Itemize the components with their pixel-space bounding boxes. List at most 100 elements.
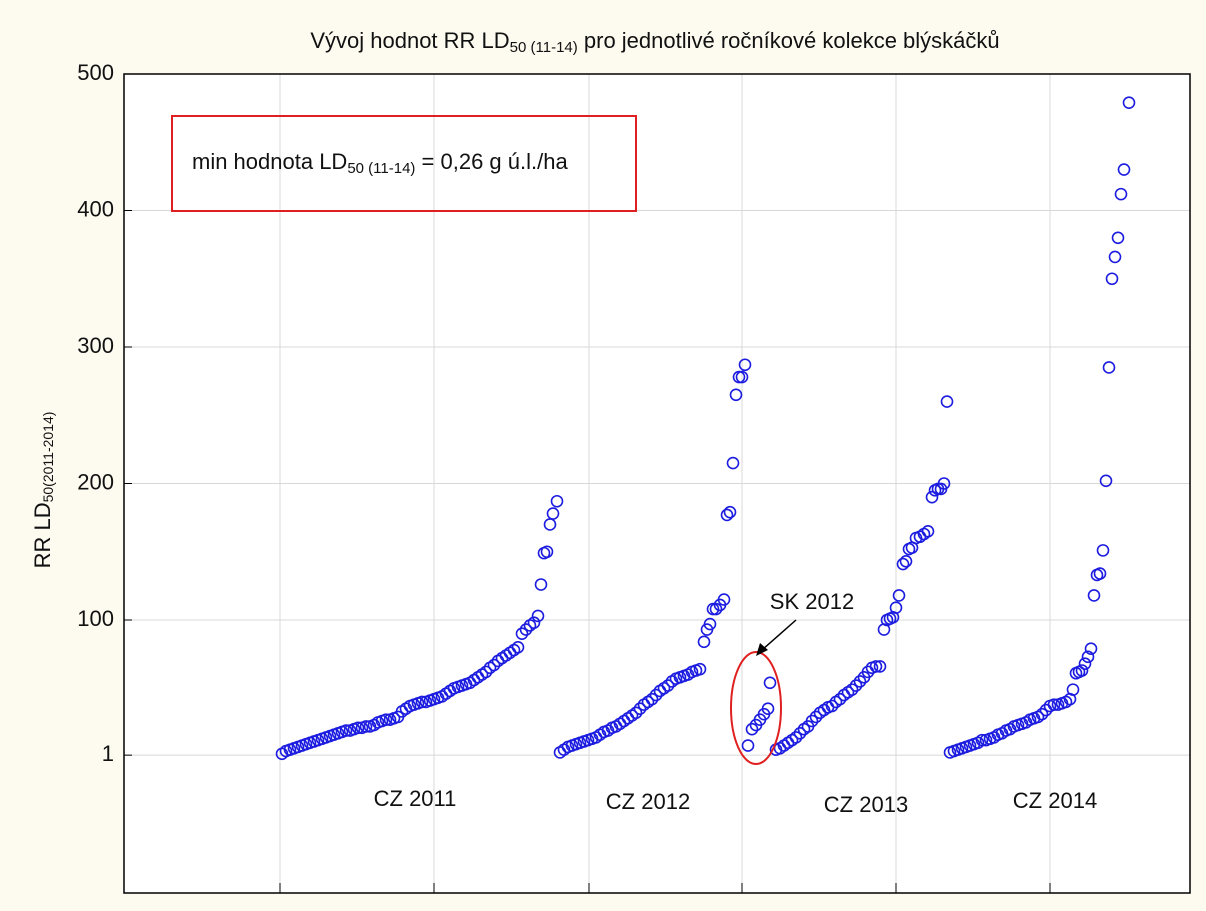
point	[869, 660, 883, 673]
point	[531, 609, 545, 623]
point	[1114, 187, 1128, 201]
point	[889, 601, 903, 615]
point	[937, 477, 951, 490]
annotation-box	[171, 115, 637, 212]
point	[738, 358, 752, 372]
point	[479, 665, 493, 679]
chart-title: Vývoj hodnot RR LD50 (11-14) pro jednotl…	[310, 28, 999, 56]
point	[1096, 544, 1110, 557]
highlight-ellipse	[730, 651, 782, 765]
point	[1105, 272, 1119, 286]
group-label: CZ 2012	[606, 789, 690, 814]
point	[1102, 361, 1116, 374]
point	[1084, 642, 1098, 655]
point	[1099, 474, 1113, 488]
point	[519, 623, 533, 636]
group-label: CZ 2013	[824, 792, 908, 817]
group-label: SK 2012	[770, 589, 854, 614]
point	[339, 724, 353, 737]
ylabel-subscript: 50(2011-2014)	[40, 412, 56, 503]
y-tick-label: 400	[77, 196, 114, 221]
point	[899, 555, 913, 568]
point	[697, 635, 711, 649]
point	[1111, 231, 1125, 245]
point	[546, 507, 560, 520]
point	[805, 714, 819, 728]
point	[763, 676, 777, 690]
title-part: pro jednotlivé ročníkové kolekce blýskáč…	[578, 28, 1000, 53]
group-label: CZ 2011	[374, 786, 457, 811]
point	[1117, 163, 1131, 176]
arrow-head	[756, 643, 768, 656]
plot-frame	[123, 73, 1191, 894]
title-part: Vývoj hodnot RR LD	[310, 28, 509, 53]
point	[1047, 698, 1061, 711]
point	[703, 617, 717, 631]
y-tick-label: 100	[77, 606, 114, 631]
point	[745, 722, 759, 736]
point	[1093, 567, 1107, 580]
y-tick-label: 500	[77, 60, 114, 85]
y-tick-label: 200	[77, 469, 114, 494]
point	[633, 702, 647, 716]
point	[629, 706, 643, 720]
point	[853, 675, 867, 688]
y-tick-label: 300	[77, 333, 114, 358]
point	[487, 658, 501, 672]
point	[793, 726, 807, 740]
y-axis-label: RR LD50(2011-2014)	[30, 412, 56, 569]
point	[1122, 96, 1136, 109]
box-subscript: 50 (11-14)	[347, 160, 415, 177]
point	[1081, 650, 1095, 664]
point	[741, 739, 755, 752]
point	[735, 370, 749, 384]
group-label: CZ 2014	[1013, 788, 1097, 813]
point	[649, 688, 663, 702]
point	[720, 508, 734, 522]
point	[873, 660, 887, 673]
point	[717, 593, 731, 606]
point	[534, 578, 548, 591]
point	[693, 662, 707, 676]
point	[975, 733, 989, 747]
point	[709, 602, 723, 616]
point	[359, 720, 373, 733]
point	[726, 456, 740, 470]
y-tick-label: 1	[102, 741, 114, 766]
point	[540, 545, 554, 559]
point	[511, 640, 525, 654]
point	[921, 524, 935, 538]
point	[351, 721, 365, 735]
point	[761, 702, 775, 716]
point	[849, 679, 863, 692]
point	[1066, 683, 1080, 696]
points	[275, 96, 1136, 761]
point	[925, 490, 939, 504]
arrow-line	[761, 619, 797, 651]
point	[379, 713, 393, 726]
point	[1035, 707, 1049, 721]
point	[833, 692, 847, 706]
point	[661, 679, 675, 692]
point	[415, 695, 429, 709]
point	[845, 683, 859, 696]
box-part: = 0,26 g ú.l./ha	[415, 149, 568, 174]
point	[809, 710, 823, 724]
point	[550, 494, 564, 508]
box-text: min hodnota LD50 (11-14) = 0,26 g ú.l./h…	[192, 149, 568, 177]
point	[896, 557, 910, 571]
point	[1078, 657, 1092, 670]
point	[789, 731, 803, 744]
point	[940, 395, 954, 408]
ylabel-part: RR LD	[30, 502, 55, 568]
point	[1108, 250, 1122, 264]
title-subscript: 50 (11-14)	[510, 39, 578, 56]
point	[645, 692, 659, 706]
box-part: min hodnota LD	[192, 149, 347, 174]
point	[723, 505, 737, 519]
point	[729, 388, 743, 402]
point	[825, 699, 839, 713]
point	[1075, 664, 1089, 677]
